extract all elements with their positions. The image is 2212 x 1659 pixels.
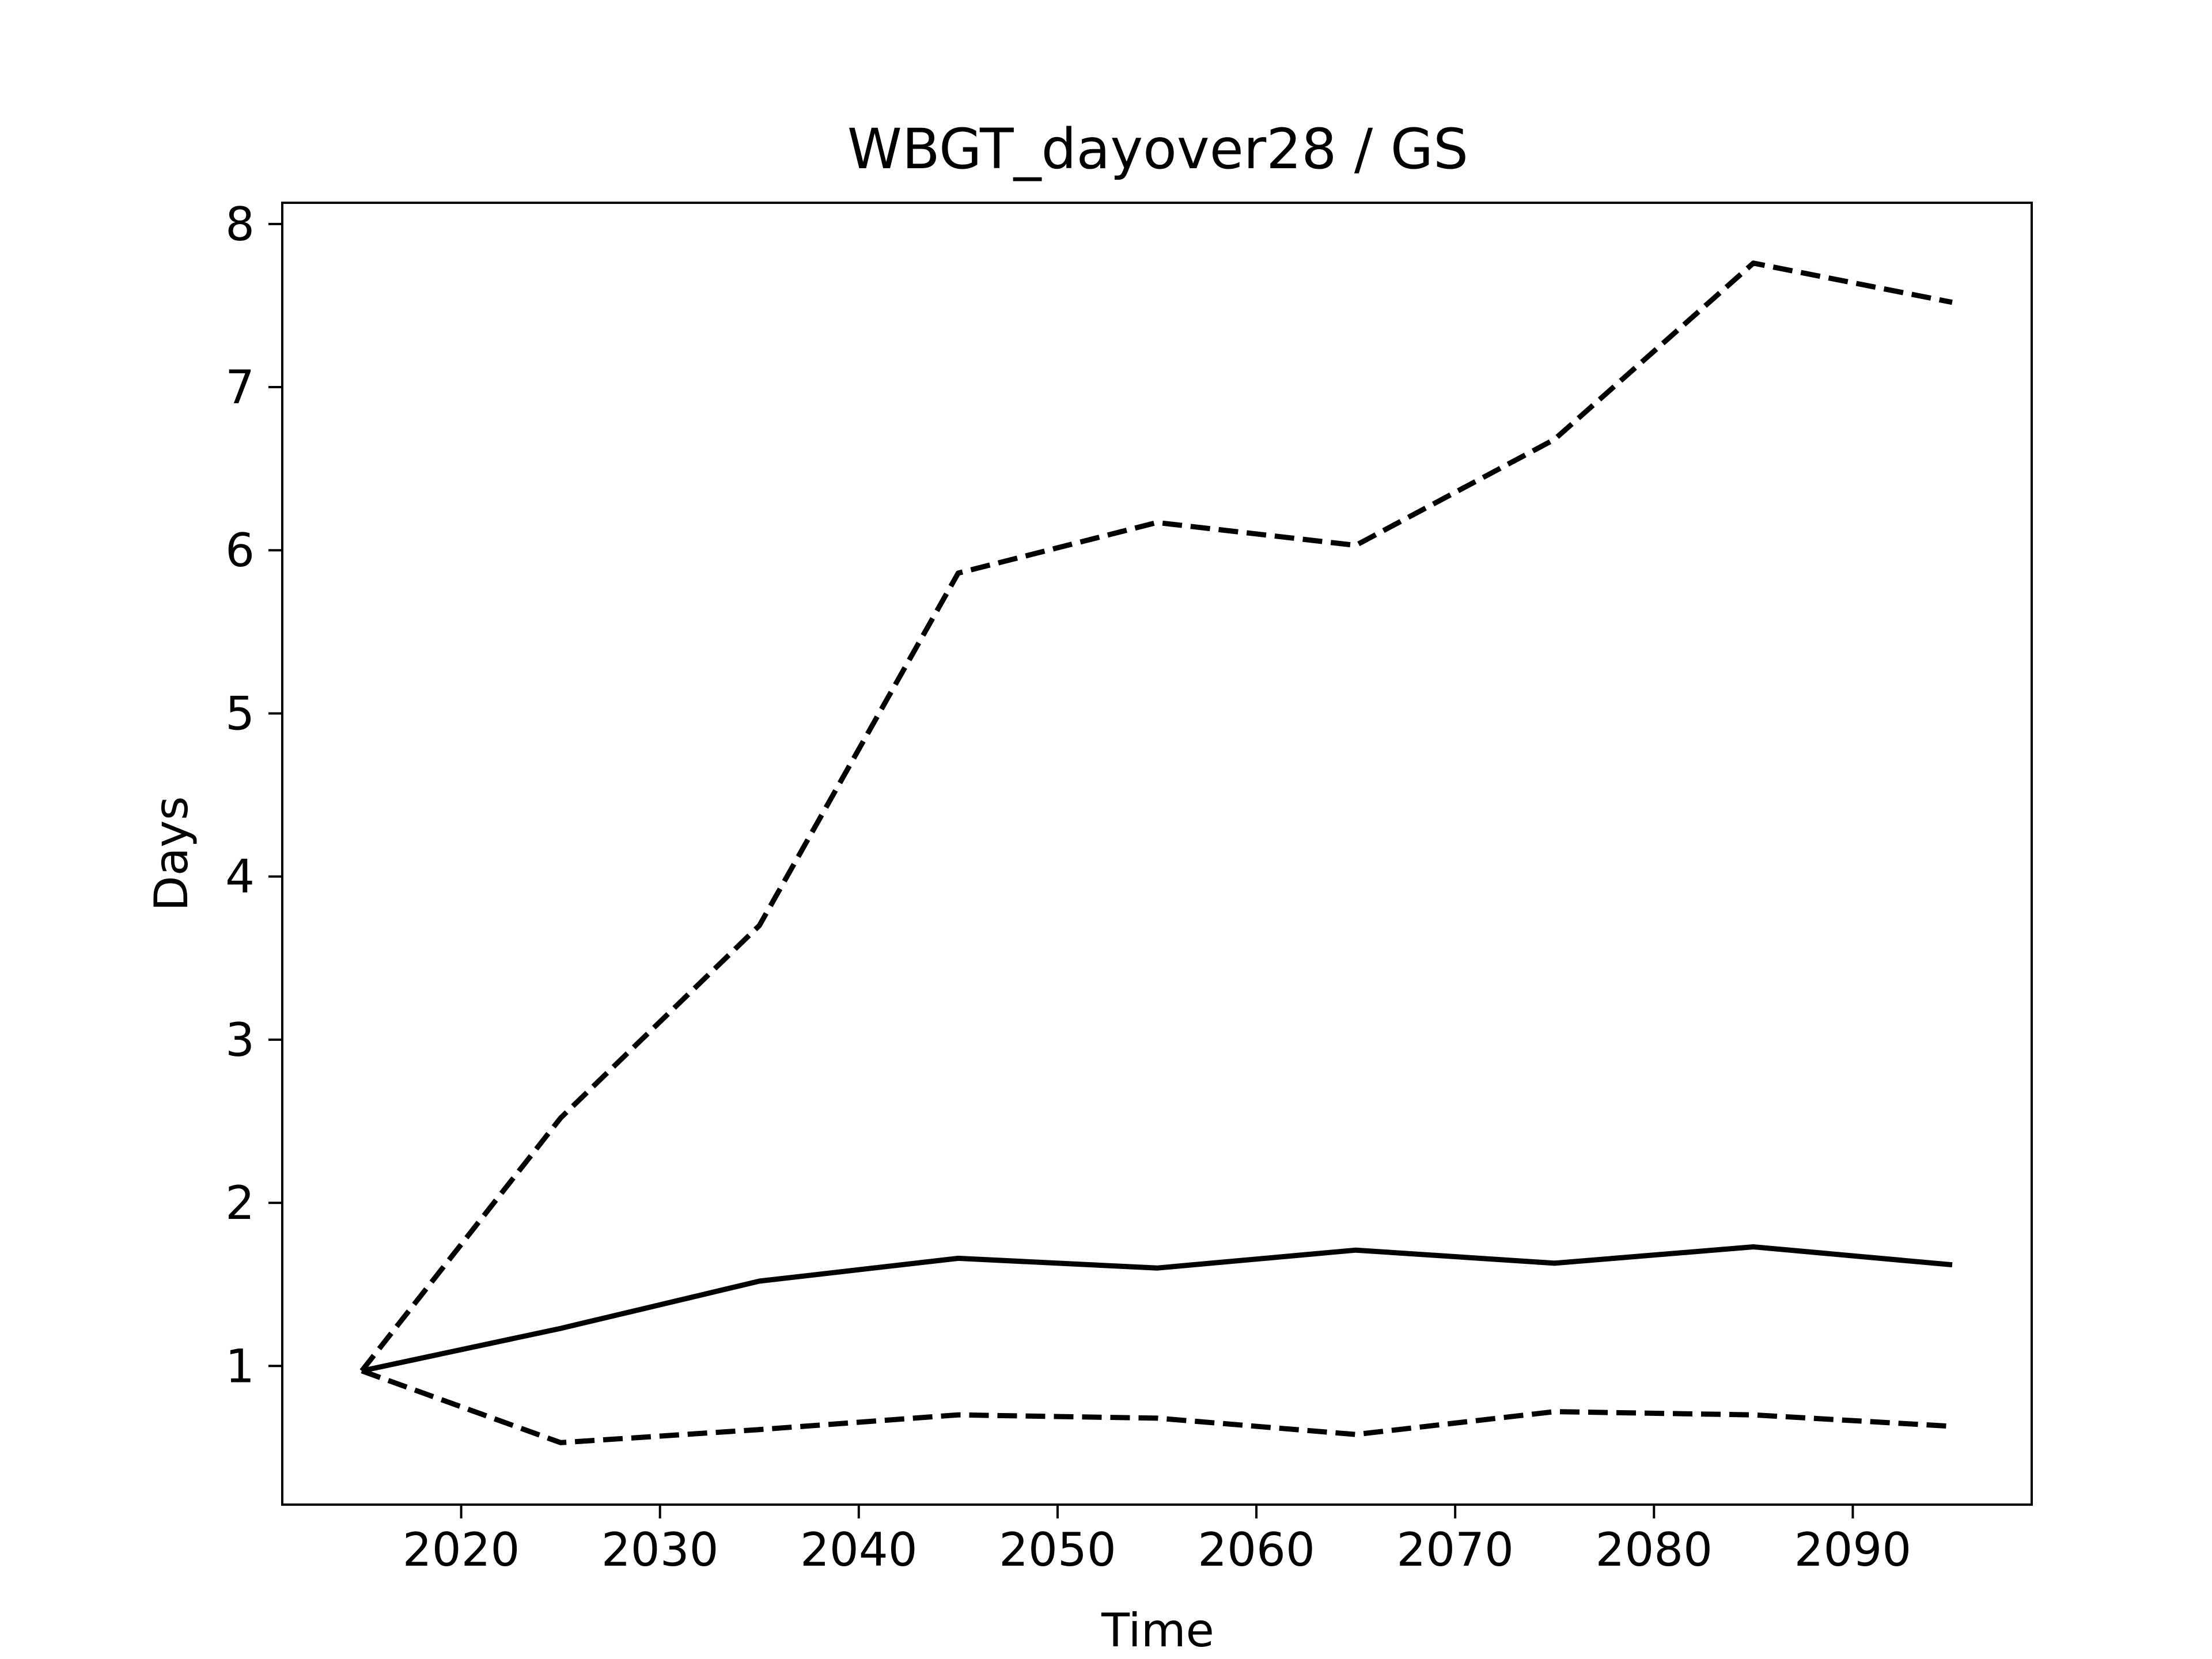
y-tick-label: 2 — [225, 1176, 255, 1230]
series-line-upper — [359, 260, 1953, 1373]
chart-title: WBGT_dayover28 / GS — [847, 117, 1468, 181]
series-line-median — [361, 1244, 1953, 1374]
y-axis-label: Days — [145, 796, 198, 911]
x-axis-label: Time — [1101, 1604, 1214, 1657]
x-tick-label: 2030 — [601, 1523, 719, 1577]
y-tick-label: 1 — [225, 1339, 255, 1393]
series-line-lower — [361, 1368, 1953, 1445]
y-tick-label: 7 — [225, 361, 255, 414]
x-tick-label: 2040 — [800, 1523, 918, 1577]
y-tick-label: 5 — [225, 687, 255, 740]
y-tick-label: 8 — [225, 198, 255, 251]
x-tick-label: 2050 — [999, 1523, 1116, 1577]
plot-area: 2020 2030 2040 2050 2060 2070 2080 2090 1 2 3 4 5 6 7 8 — [225, 198, 2033, 1577]
x-tick-label: 2080 — [1595, 1523, 1713, 1577]
x-tick-label: 2060 — [1198, 1523, 1315, 1577]
y-tick-label: 3 — [225, 1013, 255, 1067]
x-tick-label: 2020 — [403, 1523, 520, 1577]
y-tick-label: 4 — [225, 850, 255, 904]
x-tick-label: 2070 — [1396, 1523, 1514, 1577]
x-tick-label: 2090 — [1794, 1523, 1912, 1577]
y-tick-label: 6 — [225, 524, 255, 577]
plot-frame — [281, 202, 2033, 1506]
